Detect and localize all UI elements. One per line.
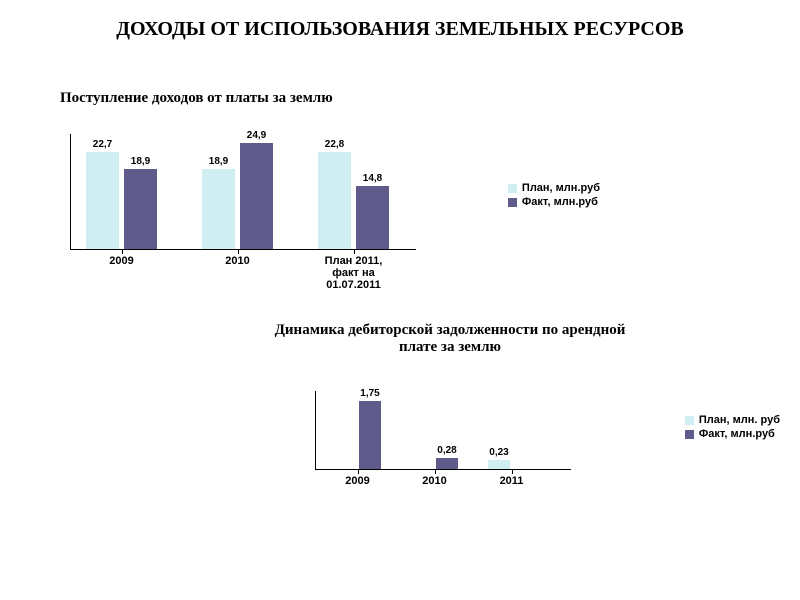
- legend-label-fact: Факт, млн.руб: [699, 428, 775, 440]
- bar: 22,8: [318, 152, 351, 249]
- bar: 24,9: [240, 143, 273, 249]
- bar: 22,7: [86, 152, 119, 249]
- chart2-plot-area: 1,7520090,2820100,232011: [315, 391, 571, 470]
- x-axis-label: План 2011,факт на01.07.2011: [309, 255, 399, 291]
- bar-value-label: 24,9: [233, 130, 281, 141]
- legend-label-fact: Факт, млн.руб: [522, 196, 598, 208]
- bar: 0,23: [488, 460, 510, 469]
- x-tick: [354, 249, 355, 254]
- chart-income: 22,718,9200918,924,9201022,814,8План 201…: [45, 120, 605, 300]
- chart2-legend: План, млн. руб Факт, млн.руб: [685, 412, 780, 442]
- legend-swatch-fact: [508, 198, 517, 207]
- x-tick: [238, 249, 239, 254]
- bar: 1,75: [359, 401, 381, 469]
- legend-label-plan: План, млн. руб: [699, 414, 780, 426]
- bar: 18,9: [124, 169, 157, 250]
- legend-item-fact: Факт, млн.руб: [508, 196, 600, 208]
- chart2-title: Динамика дебиторской задолженности по ар…: [260, 322, 640, 357]
- slide: ДОХОДЫ ОТ ИСПОЛЬЗОВАНИЯ ЗЕМЕЛЬНЫХ РЕСУРС…: [0, 0, 800, 600]
- x-tick: [358, 469, 359, 474]
- x-tick: [122, 249, 123, 254]
- x-axis-label: 2009: [77, 255, 167, 267]
- chart1-title: Поступление доходов от платы за землю: [60, 90, 333, 107]
- legend-swatch-fact: [685, 430, 694, 439]
- legend-swatch-plan: [685, 416, 694, 425]
- chart1-plot-area: 22,718,9200918,924,9201022,814,8План 201…: [70, 134, 416, 250]
- x-tick: [435, 469, 436, 474]
- legend-label-plan: План, млн.руб: [522, 182, 600, 194]
- bar-value-label: 0,23: [475, 447, 523, 458]
- legend-swatch-plan: [508, 184, 517, 193]
- chart1-legend: План, млн.руб Факт, млн.руб: [508, 180, 600, 210]
- bar: 0,28: [436, 458, 458, 469]
- bar-value-label: 18,9: [195, 156, 243, 167]
- bar-value-label: 1,75: [346, 388, 394, 399]
- legend-item-fact: Факт, млн.руб: [685, 428, 780, 440]
- bar-value-label: 18,9: [117, 156, 165, 167]
- bar-value-label: 14,8: [349, 173, 397, 184]
- chart-debt: 1,7520090,2820100,232011 План, млн. руб …: [290, 370, 780, 520]
- x-axis-label: 2010: [193, 255, 283, 267]
- x-axis-label: 2011: [467, 475, 557, 487]
- main-title: ДОХОДЫ ОТ ИСПОЛЬЗОВАНИЯ ЗЕМЕЛЬНЫХ РЕСУРС…: [0, 18, 800, 41]
- legend-item-plan: План, млн.руб: [508, 182, 600, 194]
- bar-value-label: 22,7: [79, 139, 127, 150]
- x-tick: [512, 469, 513, 474]
- bar: 14,8: [356, 186, 389, 249]
- legend-item-plan: План, млн. руб: [685, 414, 780, 426]
- bar-value-label: 0,28: [423, 445, 471, 456]
- bar: 18,9: [202, 169, 235, 250]
- bar-value-label: 22,8: [311, 139, 359, 150]
